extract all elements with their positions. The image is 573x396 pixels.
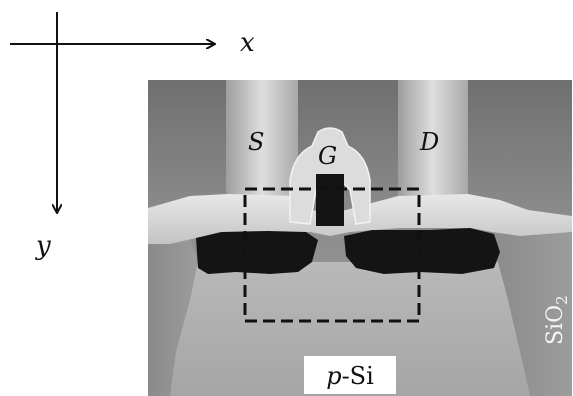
oxide-label-main: SiO (543, 305, 568, 345)
left-oxide-trench (148, 238, 198, 396)
svg-text:SiO2: SiO2 (543, 295, 571, 345)
coordinate-axes: x y (10, 12, 255, 261)
y-axis-label: y (35, 231, 51, 261)
x-axis-label: x (240, 28, 255, 58)
right-dark-region (344, 228, 500, 274)
left-dark-region (196, 231, 318, 274)
substrate-label-box (304, 356, 396, 394)
oxide-label-subscript: 2 (553, 295, 571, 305)
substrate-label-prefix: p (326, 362, 341, 390)
source-label: S (248, 128, 264, 156)
source-contact-pillar (226, 80, 298, 198)
oxide-label: SiO2 (543, 295, 571, 345)
right-oxide-trench (488, 232, 572, 396)
substrate-label-suffix: -Si (342, 362, 375, 390)
sem-micrograph: S G D SiO2 p-Si (148, 80, 572, 396)
substrate-label: p-Si (326, 362, 374, 390)
gate-electrode (316, 174, 344, 226)
drain-contact-pillar (398, 80, 468, 198)
gate-label: G (318, 142, 337, 170)
drain-label: D (419, 128, 439, 156)
region-of-interest-box (243, 187, 421, 323)
